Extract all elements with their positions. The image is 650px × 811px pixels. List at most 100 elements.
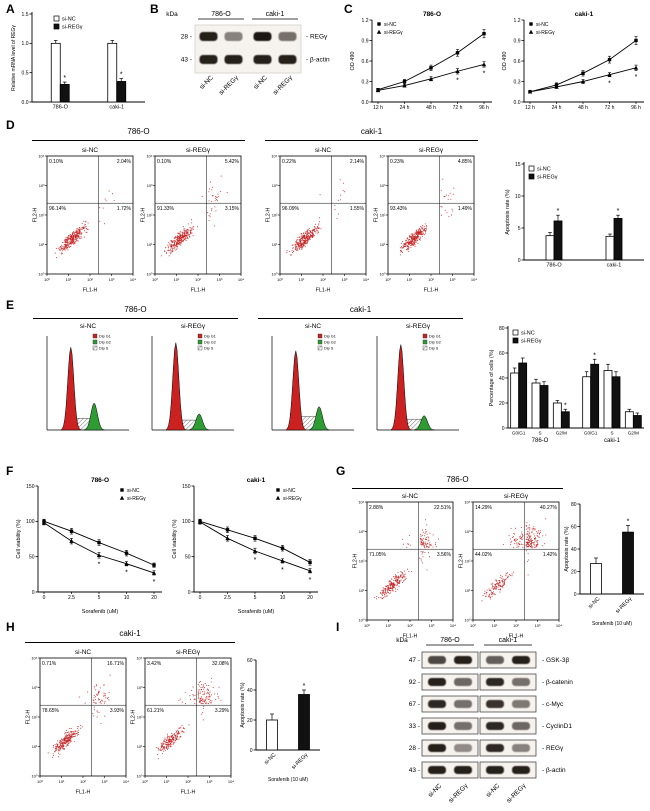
cell-dot — [488, 595, 490, 597]
cell-dot — [422, 551, 424, 553]
cell-dot — [286, 249, 288, 252]
cell-dot — [184, 238, 186, 241]
cell-dot — [105, 200, 107, 202]
cell-line-header-label: caki-1 — [349, 305, 372, 314]
cell-dot — [204, 701, 206, 703]
cell-dot — [419, 557, 421, 559]
cell-dot — [453, 187, 455, 189]
cell-dot — [84, 224, 86, 226]
y-tick-label: 10² — [272, 213, 278, 218]
y-axis-title: FL2-H — [26, 710, 32, 725]
y-tick-label: 0 — [518, 258, 521, 264]
y-tick-label: 10⁰ — [358, 618, 364, 623]
cell-dot — [173, 734, 175, 736]
cell-dot — [156, 753, 159, 756]
cell-dot — [169, 243, 171, 245]
cell-dot — [63, 242, 65, 244]
y-axis-title: FL2-H — [131, 710, 137, 725]
cell-dot — [302, 236, 304, 238]
y-axis-title: Cell viability (%) — [172, 519, 178, 558]
cell-dot — [521, 531, 523, 533]
cell-dot — [391, 590, 393, 592]
cell-dot — [451, 208, 453, 210]
cell-dot — [342, 182, 344, 184]
cell-dot — [64, 241, 66, 243]
cell-dot — [210, 677, 213, 679]
cell-dot — [207, 703, 210, 705]
y-tick-label: 10² — [465, 559, 471, 564]
cell-dot — [526, 543, 528, 545]
cell-dot — [422, 226, 424, 228]
cell-dot — [65, 241, 67, 243]
cell-dot — [290, 254, 292, 256]
cell-dot — [177, 232, 179, 234]
cell-dot — [77, 231, 79, 233]
cell-dot — [423, 546, 425, 548]
cell-dot — [199, 700, 201, 702]
cell-dot — [64, 249, 66, 251]
cell-dot — [520, 526, 523, 528]
cell-dot — [420, 541, 423, 543]
legend-label: si-REGγ — [127, 496, 146, 502]
cell-dot — [387, 586, 389, 588]
cell-line-header: 786-O — [211, 11, 231, 18]
cell-dot — [80, 228, 82, 230]
cell-dot — [526, 532, 528, 535]
cell-dot — [493, 591, 495, 593]
y-axis-title: FL2-H — [459, 554, 465, 569]
cell-dot — [386, 591, 388, 593]
cell-dot — [209, 696, 211, 698]
cell-dot — [189, 226, 191, 228]
cell-dot — [175, 241, 178, 243]
cell-dot — [71, 236, 73, 238]
cell-dot — [308, 236, 310, 239]
cell-dot — [425, 546, 428, 548]
cell-dot — [83, 220, 85, 222]
cell-dot — [200, 697, 202, 699]
cell-dot — [62, 745, 64, 748]
band-REGγ — [512, 744, 530, 752]
cell-dot — [202, 694, 204, 696]
cell-dot — [413, 243, 415, 245]
cell-dot — [412, 233, 414, 235]
legend-label: Dip G1 — [204, 335, 216, 339]
cell-dot — [383, 588, 385, 590]
cell-dot — [537, 531, 539, 533]
panel-I-western-blot: kDa 786-O caki-1 47 -- GSK-3β 92 -- β-cateni… — [336, 630, 648, 811]
cell-dot — [179, 732, 181, 734]
cell-dot — [422, 225, 424, 227]
cell-dot — [528, 535, 531, 537]
cell-dot — [295, 249, 297, 252]
cell-dot — [408, 570, 410, 572]
protein-label: - β-actin — [542, 767, 566, 774]
cell-line-header-label: caki-1 — [360, 127, 383, 136]
x-tick-label: 10⁴ — [123, 779, 129, 784]
cell-dot — [425, 543, 427, 545]
cell-dot — [448, 195, 450, 197]
cell-dot — [312, 231, 314, 233]
cell-dot — [168, 255, 170, 257]
cell-dot — [69, 242, 71, 244]
cell-dot — [491, 587, 493, 589]
cell-dot — [170, 745, 172, 747]
cell-dot — [189, 235, 191, 237]
cell-dot — [201, 713, 203, 715]
panel-label-B: B — [150, 2, 159, 16]
cell-dot — [75, 236, 77, 238]
cell-dot — [166, 748, 168, 751]
condition-label: si-NC — [82, 147, 99, 154]
marker-square — [529, 22, 533, 26]
cell-dot — [411, 240, 414, 242]
cell-dot — [170, 735, 172, 737]
cell-dot — [499, 588, 502, 590]
cell-dot — [208, 219, 210, 222]
y-tick-label: 0.6 — [514, 59, 521, 65]
cellcycle-hist-caki1-siNC: si-NC Dip G1 Dip G2 Dip S — [258, 320, 358, 449]
cell-dot — [59, 248, 61, 250]
cell-dot — [509, 573, 511, 576]
cell-dot — [521, 538, 523, 541]
cell-dot — [515, 539, 517, 541]
y-tick-label: 10¹ — [272, 242, 278, 247]
